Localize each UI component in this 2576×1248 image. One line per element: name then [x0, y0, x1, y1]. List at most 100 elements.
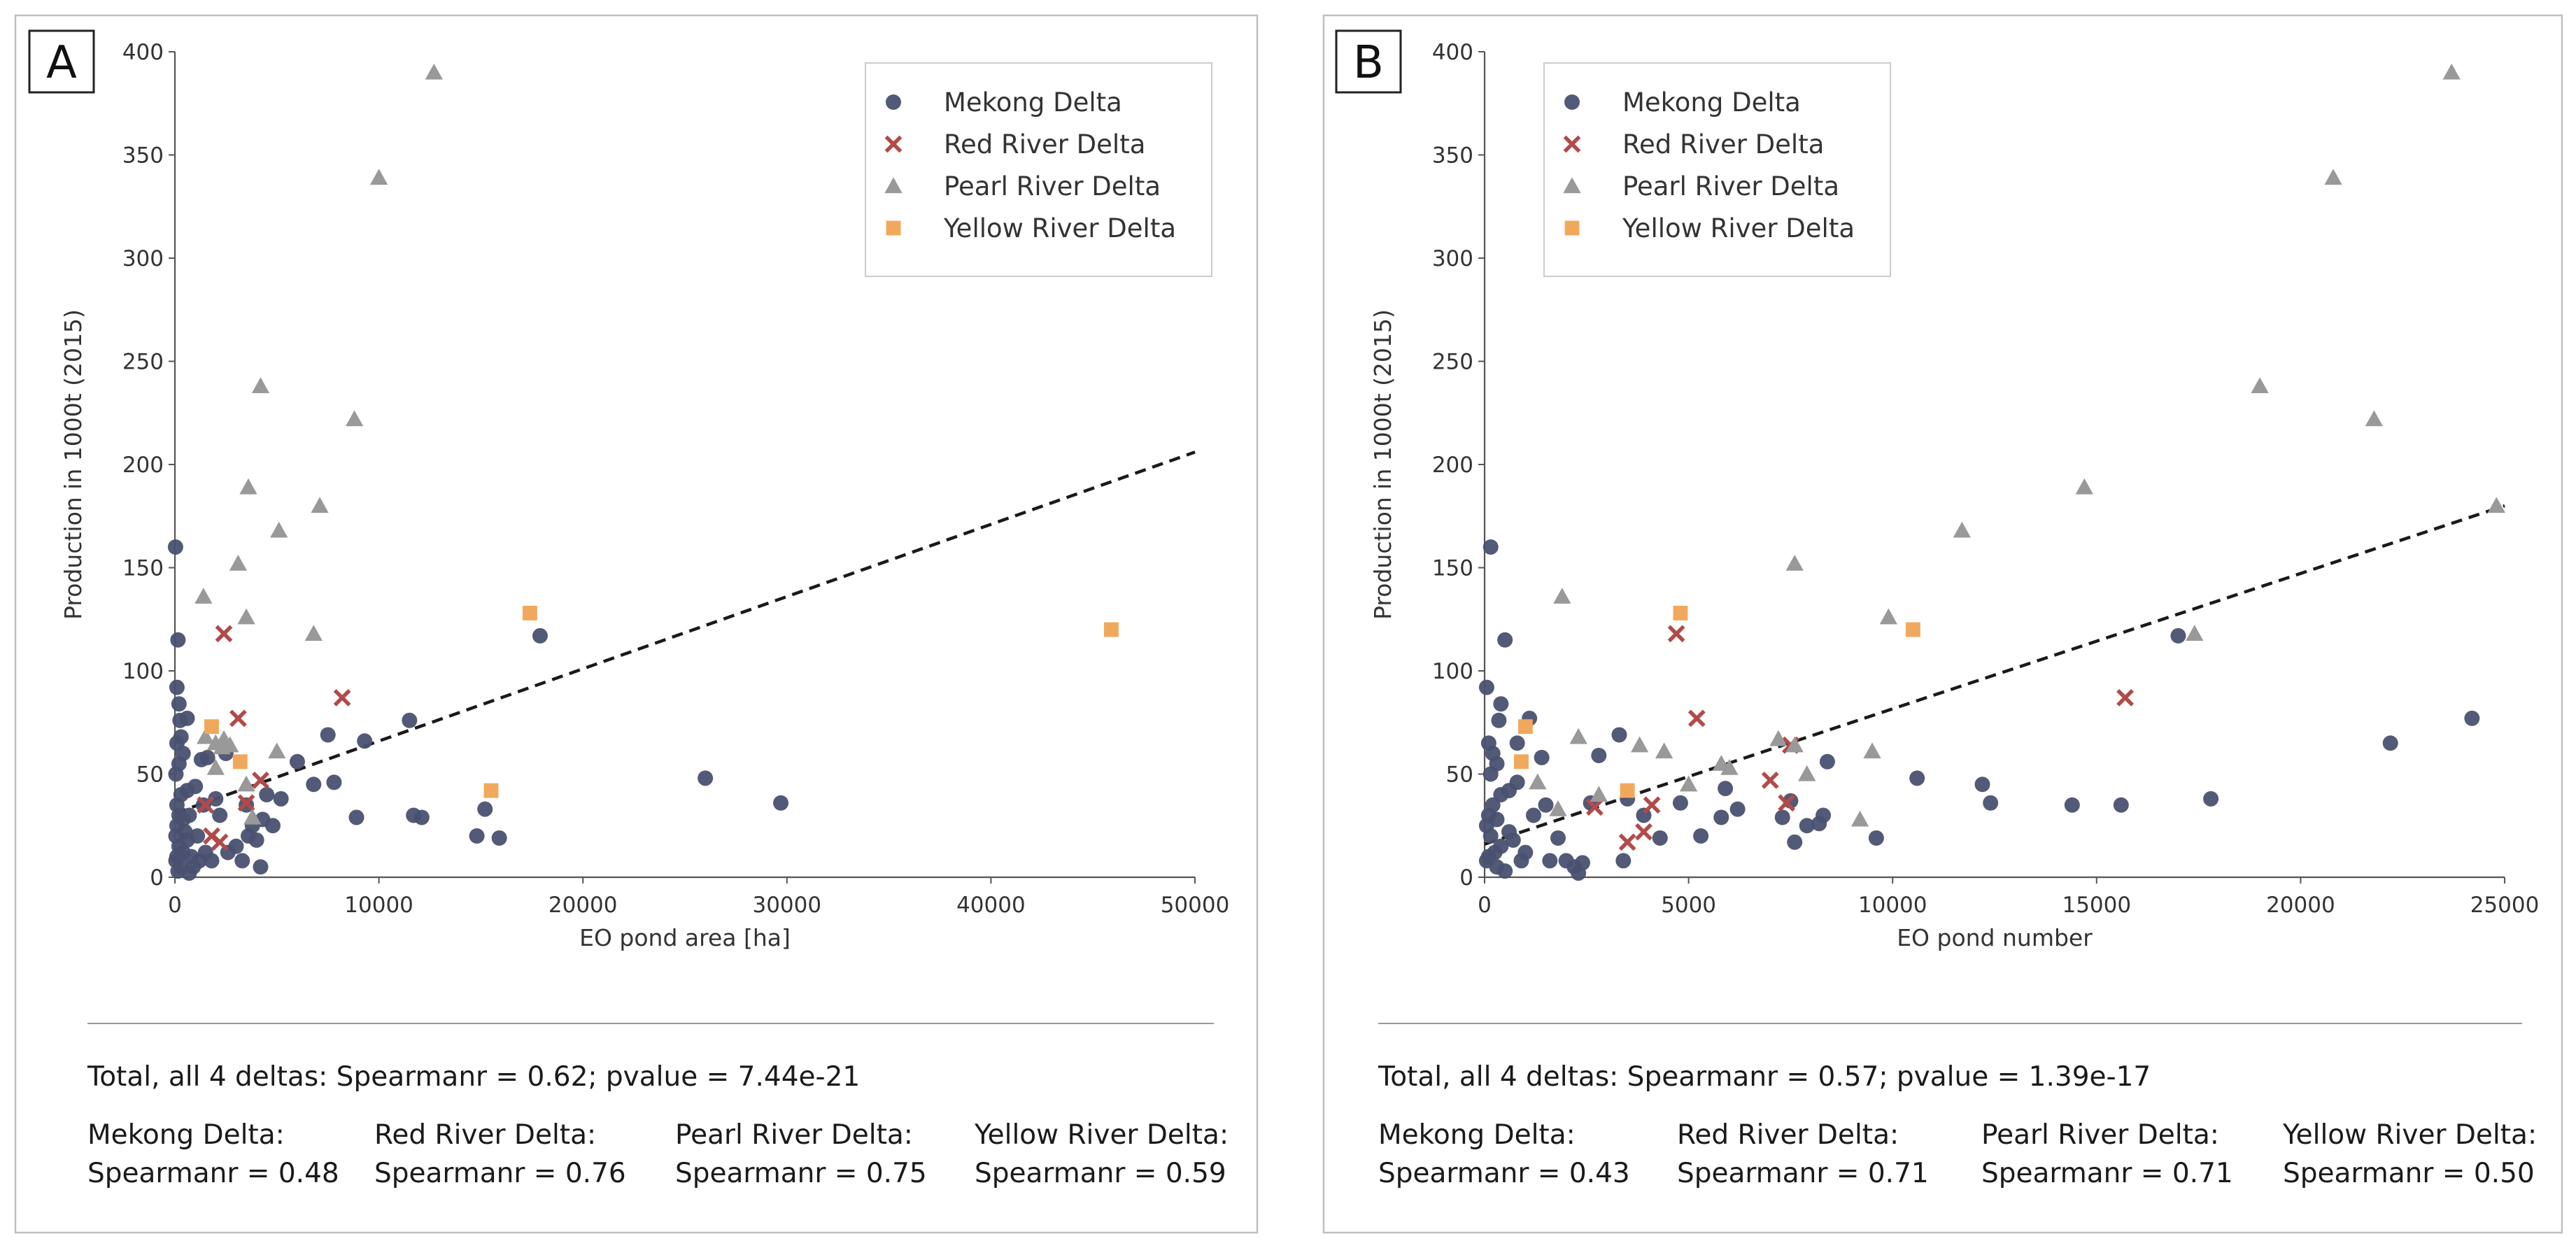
data-point — [357, 733, 373, 749]
data-point — [206, 759, 225, 775]
data-point — [1673, 605, 1688, 621]
data-point — [1497, 632, 1513, 648]
data-point — [2116, 688, 2135, 707]
legend-marker — [1563, 177, 1581, 194]
data-point — [1509, 774, 1525, 790]
data-point — [1798, 765, 1816, 781]
data-point — [229, 709, 247, 728]
stats-total: Total, all 4 deltas: Spearmanr = 0.62; p… — [87, 1061, 860, 1093]
data-point — [2324, 169, 2342, 185]
stats-delta-value: Spearmanr = 0.71 — [1981, 1158, 2233, 1189]
y-tick-label: 250 — [122, 350, 164, 375]
x-tick-label: 50000 — [1161, 893, 1230, 918]
y-tick-label: 0 — [150, 865, 164, 891]
data-point — [167, 539, 183, 555]
data-point — [1550, 830, 1566, 846]
data-point — [522, 605, 537, 621]
data-point — [239, 478, 257, 495]
stats-delta-value: Spearmanr = 0.71 — [1677, 1158, 1929, 1189]
data-point — [237, 794, 255, 812]
data-point — [179, 710, 195, 726]
data-point — [185, 859, 201, 875]
data-point — [181, 807, 197, 823]
data-point — [190, 828, 206, 844]
data-point — [2464, 710, 2480, 726]
data-point — [483, 783, 499, 798]
legend-box — [865, 62, 1212, 277]
data-point — [273, 790, 289, 807]
data-point — [1643, 796, 1661, 814]
data-point — [698, 770, 714, 786]
data-point — [333, 688, 351, 707]
data-point — [289, 753, 305, 770]
panel-letter: A — [46, 37, 77, 89]
data-point — [532, 627, 548, 644]
stats-delta-name: Pearl River Delta: — [675, 1119, 913, 1151]
data-point — [1489, 811, 1505, 828]
series-circle — [1478, 539, 2480, 881]
y-tick-label: 200 — [122, 453, 164, 478]
data-point — [1478, 679, 1494, 695]
data-point — [1720, 759, 1739, 775]
data-point — [1819, 753, 1835, 770]
y-tick-label: 400 — [1432, 40, 1473, 65]
stats-delta-name: Pearl River Delta: — [1981, 1119, 2219, 1151]
data-point — [1879, 608, 1898, 625]
data-point — [204, 853, 220, 869]
data-point — [1909, 770, 1925, 786]
data-point — [1679, 775, 1698, 792]
data-point — [1785, 736, 1804, 753]
x-tick-label: 0 — [168, 893, 182, 918]
data-point — [2251, 377, 2269, 394]
data-point — [1655, 742, 1673, 759]
data-point — [197, 796, 215, 814]
data-point — [1983, 795, 1999, 811]
y-tick-label: 400 — [122, 40, 164, 65]
data-point — [1509, 735, 1525, 751]
data-point — [1667, 625, 1685, 643]
y-tick-label: 350 — [122, 143, 164, 169]
data-point — [208, 790, 224, 807]
data-point — [1549, 800, 1567, 816]
data-point — [1482, 539, 1499, 555]
legend-label: Pearl River Delta — [1622, 171, 1839, 201]
data-point — [1974, 777, 1990, 793]
stats-block: Total, all 4 deltas: Spearmanr = 0.57; p… — [1378, 1023, 2537, 1189]
data-point — [469, 828, 485, 844]
legend-marker — [1564, 220, 1580, 236]
y-tick-label: 100 — [122, 659, 164, 684]
data-point — [1493, 696, 1509, 712]
data-point — [2442, 63, 2461, 80]
panel-frame — [1322, 14, 2563, 1234]
data-point — [2203, 790, 2219, 807]
legend-label: Red River Delta — [944, 129, 1145, 159]
data-point — [306, 777, 322, 793]
data-point — [1785, 554, 1804, 571]
data-point — [1687, 709, 1706, 728]
y-tick-label: 50 — [136, 763, 164, 788]
legend-marker — [884, 177, 903, 194]
x-tick-label: 15000 — [2062, 893, 2131, 918]
x-axis-title: EO pond number — [1897, 924, 2093, 951]
data-point — [1525, 807, 1541, 823]
data-point — [1713, 809, 1729, 825]
data-point — [425, 63, 443, 80]
data-point — [491, 830, 507, 846]
stats-delta-name: Red River Delta: — [374, 1119, 596, 1151]
data-point — [221, 736, 239, 753]
data-point — [232, 754, 248, 770]
data-point — [268, 742, 286, 759]
data-point — [168, 766, 184, 782]
data-point — [197, 728, 215, 744]
data-point — [1729, 801, 1746, 817]
data-point — [1618, 833, 1636, 851]
data-point — [259, 787, 275, 802]
x-tick-label: 40000 — [956, 893, 1026, 918]
data-point — [2365, 410, 2384, 427]
series-x — [197, 625, 351, 851]
stats-delta-value: Spearmanr = 0.59 — [975, 1158, 1226, 1189]
data-point — [1482, 766, 1499, 782]
stats-delta-value: Spearmanr = 0.76 — [374, 1158, 626, 1189]
series-triangle — [194, 63, 443, 825]
data-point — [251, 377, 270, 394]
